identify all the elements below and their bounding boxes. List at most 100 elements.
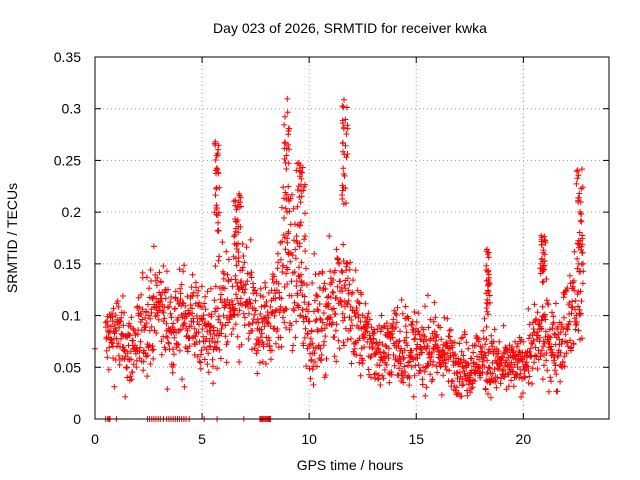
data-point <box>309 280 316 286</box>
data-point <box>136 304 143 311</box>
data-point <box>153 330 160 336</box>
data-point <box>127 332 133 339</box>
data-point <box>246 296 253 303</box>
data-point <box>277 334 284 341</box>
data-point <box>432 314 439 321</box>
data-point <box>317 315 324 322</box>
data-point <box>333 321 340 328</box>
data-point <box>147 315 154 322</box>
data-point <box>341 342 347 349</box>
data-point <box>542 239 549 246</box>
data-point <box>104 322 111 328</box>
data-point <box>184 327 191 334</box>
data-point <box>342 116 349 123</box>
data-point <box>291 269 298 275</box>
data-point <box>282 159 289 166</box>
data-point <box>348 360 355 367</box>
data-point <box>564 339 570 346</box>
data-point <box>301 334 308 341</box>
data-point <box>283 166 290 172</box>
data-point <box>199 304 205 310</box>
data-point <box>296 165 303 172</box>
y-tick-label: 0.3 <box>62 101 82 117</box>
data-point <box>574 167 581 174</box>
data-point <box>165 339 172 346</box>
data-point <box>468 355 475 362</box>
data-point <box>115 340 122 347</box>
data-point <box>244 278 251 285</box>
data-point <box>212 339 218 346</box>
data-point <box>222 333 229 340</box>
data-point <box>339 310 346 317</box>
data-point <box>285 141 292 148</box>
data-point <box>177 296 184 303</box>
data-point <box>573 168 580 175</box>
data-point <box>371 371 378 378</box>
data-point <box>215 219 221 226</box>
data-point <box>539 347 545 354</box>
data-point <box>406 382 413 389</box>
data-point <box>262 302 269 309</box>
data-point <box>482 386 489 393</box>
data-point <box>199 326 206 332</box>
data-point <box>290 305 297 312</box>
data-point <box>357 372 364 379</box>
data-point <box>197 359 204 366</box>
data-point <box>273 307 280 313</box>
data-point <box>401 354 407 361</box>
data-point <box>124 374 131 381</box>
data-point <box>449 344 456 351</box>
data-point <box>579 249 586 256</box>
data-point <box>489 343 496 350</box>
data-point <box>161 315 168 322</box>
data-point <box>569 298 576 305</box>
data-point <box>247 236 254 243</box>
data-point <box>365 366 372 373</box>
data-point <box>475 336 482 343</box>
data-point <box>274 265 281 272</box>
data-point <box>347 303 354 310</box>
data-point <box>171 326 178 333</box>
data-point <box>419 381 426 388</box>
data-point <box>568 303 575 310</box>
data-point <box>398 296 405 303</box>
data-point <box>178 281 185 288</box>
data-point <box>343 200 349 207</box>
data-point <box>510 368 517 375</box>
data-point <box>245 335 252 342</box>
data-point <box>383 361 390 368</box>
data-point <box>559 359 566 366</box>
data-point <box>213 205 219 211</box>
data-point <box>303 306 310 312</box>
data-point <box>419 376 426 383</box>
data-point <box>402 303 409 310</box>
data-point <box>221 270 227 277</box>
data-point <box>280 232 287 238</box>
data-point <box>214 365 221 372</box>
data-point <box>357 352 364 359</box>
data-point <box>344 260 351 266</box>
data-point <box>471 378 478 384</box>
data-point <box>214 338 221 345</box>
data-point <box>230 198 237 205</box>
data-point <box>120 322 127 329</box>
data-point <box>145 344 152 351</box>
data-point <box>235 258 242 265</box>
data-point <box>230 253 237 260</box>
data-point <box>391 307 398 314</box>
data-point <box>538 326 545 333</box>
data-point <box>312 345 319 352</box>
data-point <box>531 301 538 308</box>
data-point <box>162 346 169 353</box>
data-point <box>510 348 517 354</box>
data-point <box>366 316 373 323</box>
data-point <box>340 241 347 248</box>
data-point <box>321 325 328 332</box>
data-point <box>385 355 392 362</box>
data-point <box>180 268 187 275</box>
data-point <box>320 310 327 316</box>
data-point <box>500 322 507 329</box>
data-point <box>489 370 496 377</box>
data-point <box>359 360 366 367</box>
data-point <box>316 301 323 307</box>
